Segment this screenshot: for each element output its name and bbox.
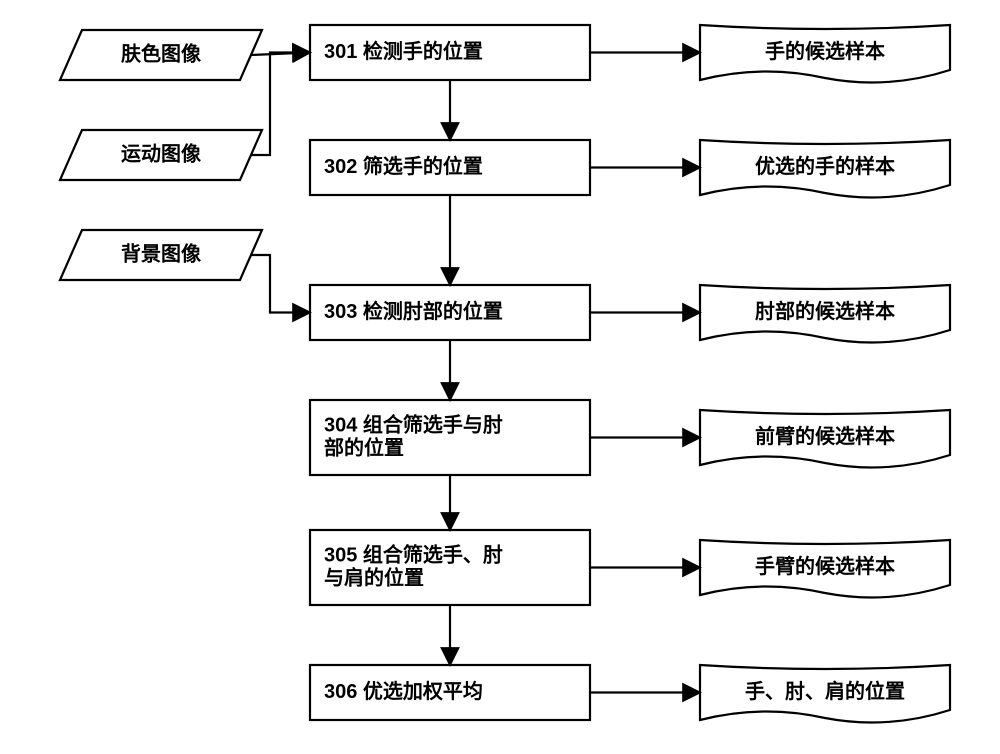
process-label: 部的位置 — [324, 435, 404, 459]
output-label: 优选的手的样本 — [755, 154, 895, 178]
flowchart-diagram: 肤色图像运动图像背景图像 301 检测手的位置 302 筛选手的位置 303 检测肘部… — [0, 0, 1000, 754]
process-label: 304 组合筛选手与肘 — [324, 412, 503, 436]
input-label: 肤色图像 — [121, 41, 202, 65]
process-label: 306 优选加权平均 — [324, 679, 483, 703]
edge-arrow — [251, 53, 310, 156]
input-label: 运动图像 — [121, 141, 202, 165]
process-label: 305 组合筛选手、肘 — [324, 542, 503, 566]
process-label: 与肩的位置 — [324, 565, 424, 589]
edge-arrow — [251, 255, 310, 313]
process-label: 301 检测手的位置 — [324, 39, 483, 63]
output-label: 手、肘、肩的位置 — [745, 679, 905, 703]
process-label: 303 检测肘部的位置 — [324, 299, 503, 323]
output-label: 肘部的候选样本 — [755, 299, 895, 323]
input-label: 背景图像 — [121, 241, 202, 265]
output-label: 前臂的候选样本 — [755, 424, 895, 448]
output-label: 手的候选样本 — [765, 39, 885, 63]
process-label: 302 筛选手的位置 — [324, 154, 483, 178]
output-label: 手臂的候选样本 — [755, 554, 895, 578]
